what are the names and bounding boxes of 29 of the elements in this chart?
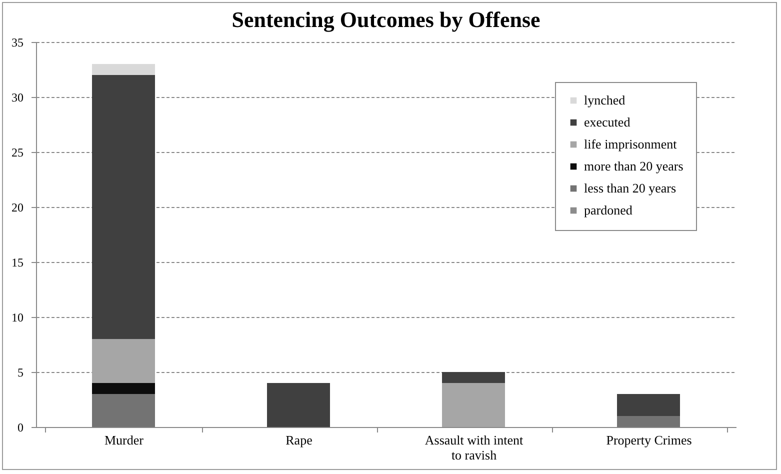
legend-label: life imprisonment (584, 136, 678, 152)
chart-title: Sentencing Outcomes by Offense (232, 7, 541, 32)
legend-label: more than 20 years (584, 158, 684, 174)
x-tick-label: Property Crimes (606, 432, 692, 448)
bar (442, 372, 505, 383)
bar (267, 383, 330, 427)
y-tick-label: 35 (12, 36, 24, 50)
bar (442, 383, 505, 427)
legend-label: executed (584, 114, 631, 130)
y-tick-label: 20 (12, 200, 24, 214)
bar (92, 75, 155, 339)
y-tick-label: 15 (12, 256, 24, 270)
x-tick-label: Assault with intent to ravish (424, 432, 524, 462)
legend-label: pardoned (584, 202, 633, 218)
bar (92, 383, 155, 394)
bar (92, 394, 155, 427)
legend-label: lynched (584, 92, 626, 108)
y-tick-label: 10 (12, 310, 24, 324)
bar (617, 416, 680, 427)
bar (617, 394, 680, 416)
legend-label: less than 20 years (584, 180, 676, 196)
bar (92, 339, 155, 383)
y-tick-label: 0 (18, 420, 24, 434)
x-tick-label: Murder (104, 432, 144, 448)
y-tick-label: 25 (12, 146, 24, 160)
bar (92, 64, 155, 75)
y-tick-label: 30 (12, 90, 24, 104)
x-tick-label: Rape (286, 432, 313, 448)
y-tick-label: 5 (18, 366, 24, 380)
